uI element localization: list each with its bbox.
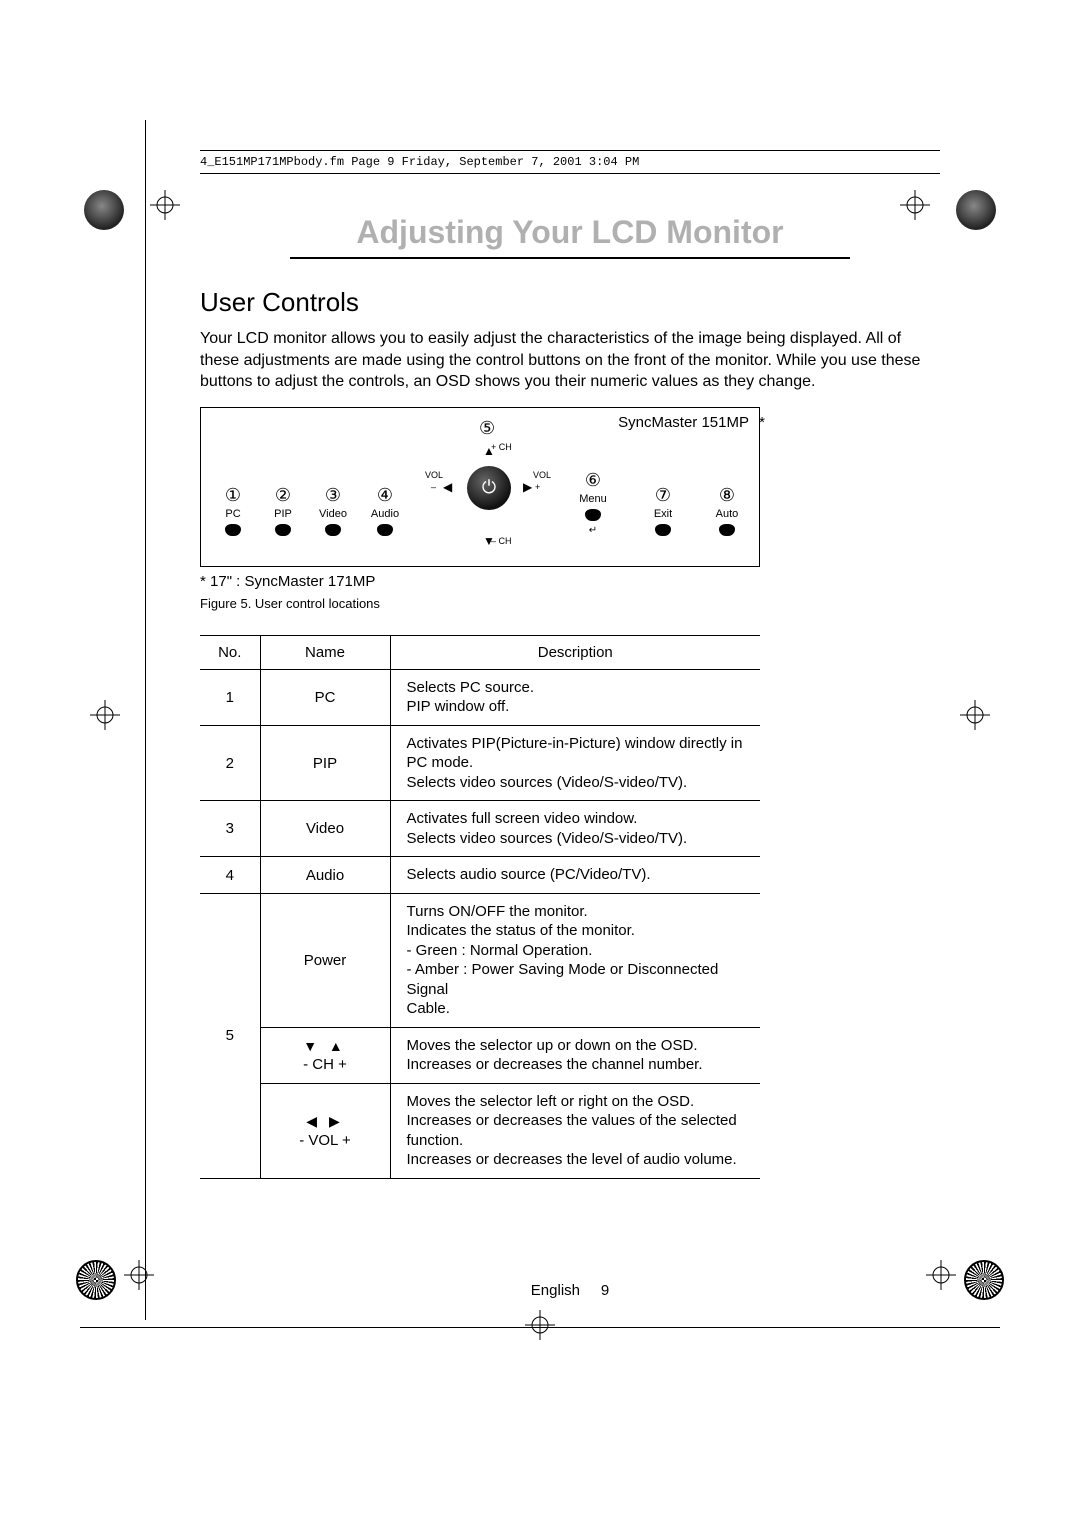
cell-name: PIP bbox=[260, 725, 390, 801]
left-arrow-icon: ◀ bbox=[443, 480, 452, 494]
button-number: ③ bbox=[325, 485, 341, 506]
power-button-icon: ⏻ bbox=[467, 466, 511, 510]
cell-desc: Moves the selector left or right on the … bbox=[390, 1083, 760, 1178]
col-desc: Description bbox=[390, 635, 760, 669]
cell-desc: Activates PIP(Picture-in-Picture) window… bbox=[390, 725, 760, 801]
registration-mark-icon bbox=[90, 700, 120, 730]
table-row: 1PCSelects PC source.PIP window off. bbox=[200, 669, 760, 725]
button-label: Menu bbox=[579, 493, 607, 505]
cell-name: ◀ ▶ - VOL + bbox=[260, 1083, 390, 1178]
button-label: Auto bbox=[716, 508, 739, 520]
panel-button-pip: ② PIP bbox=[259, 485, 307, 536]
cell-desc: Selects PC source.PIP window off. bbox=[390, 669, 760, 725]
corner-ornament bbox=[964, 1260, 1004, 1300]
panel-button-audio: ④ Audio bbox=[361, 485, 409, 536]
vol-plus-sign: + bbox=[535, 482, 540, 492]
cell-desc: Activates full screen video window.Selec… bbox=[390, 801, 760, 857]
vol-minus-sign: – bbox=[431, 482, 436, 492]
controls-table: No. Name Description 1PCSelects PC sourc… bbox=[200, 635, 760, 1179]
button-label: PIP bbox=[274, 508, 292, 520]
table-row: 5PowerTurns ON/OFF the monitor.Indicates… bbox=[200, 893, 760, 1027]
name-sub: - CH + bbox=[303, 1056, 347, 1073]
table-row: 2PIPActivates PIP(Picture-in-Picture) wi… bbox=[200, 725, 760, 801]
cell-name: ▼ ▲ - CH + bbox=[260, 1027, 390, 1083]
col-name: Name bbox=[260, 635, 390, 669]
corner-ornament bbox=[76, 1260, 116, 1300]
model-label: SyncMaster 151MP bbox=[618, 414, 749, 431]
button-number: ① bbox=[225, 485, 241, 506]
cell-no: 4 bbox=[200, 857, 260, 894]
button-number-5: ⑤ bbox=[479, 418, 495, 439]
registration-mark-icon bbox=[960, 700, 990, 730]
cell-name: Audio bbox=[260, 857, 390, 894]
button-number: ⑥ bbox=[585, 470, 601, 491]
power-nav-cluster: ⑤ ▲ + CH ▼ – CH ◀ VOL – ▶ VOL + ⏻ bbox=[429, 418, 549, 558]
cell-desc: Turns ON/OFF the monitor.Indicates the s… bbox=[390, 893, 760, 1027]
button-number: ⑦ bbox=[655, 485, 671, 506]
corner-ornament bbox=[84, 190, 124, 230]
button-icon bbox=[655, 524, 671, 536]
button-icon bbox=[225, 524, 241, 536]
footer-lang: English bbox=[531, 1282, 580, 1299]
cell-name: Power bbox=[260, 893, 390, 1027]
col-no: No. bbox=[200, 635, 260, 669]
button-icon bbox=[325, 524, 341, 536]
ch-minus-label: – CH bbox=[491, 536, 512, 546]
button-icon bbox=[275, 524, 291, 536]
button-icon bbox=[377, 524, 393, 536]
cell-no: 1 bbox=[200, 669, 260, 725]
button-label: Video bbox=[319, 508, 347, 520]
button-label: Audio bbox=[371, 508, 399, 520]
panel-button-pc: ① PC bbox=[209, 485, 257, 536]
panel-button-video: ③ Video bbox=[309, 485, 357, 536]
page-content: 4_E151MP171MPbody.fm Page 9 Friday, Sept… bbox=[200, 150, 940, 1179]
table-row: ◀ ▶ - VOL + Moves the selector left or rig… bbox=[200, 1083, 760, 1178]
control-panel-figure: SyncMaster 151MP * ①PC②PIP③Video④Audio⑥M… bbox=[200, 407, 760, 567]
table-row: 3VideoActivates full screen video window… bbox=[200, 801, 760, 857]
direction-icons: ▼ ▲ bbox=[303, 1038, 347, 1054]
panel-button-exit: ⑦ Exit bbox=[639, 485, 687, 536]
cell-desc: Moves the selector up or down on the OSD… bbox=[390, 1027, 760, 1083]
footer-page: 9 bbox=[601, 1282, 609, 1299]
running-header: 4_E151MP171MPbody.fm Page 9 Friday, Sept… bbox=[200, 150, 940, 174]
name-sub: - VOL + bbox=[299, 1132, 351, 1149]
crop-line bbox=[145, 120, 146, 1320]
button-label: Exit bbox=[654, 508, 672, 520]
button-number: ④ bbox=[377, 485, 393, 506]
crop-line bbox=[80, 1327, 1000, 1328]
cell-no: 2 bbox=[200, 725, 260, 801]
button-number: ② bbox=[275, 485, 291, 506]
registration-mark-icon bbox=[150, 190, 180, 220]
chapter-title: Adjusting Your LCD Monitor bbox=[290, 214, 850, 259]
vol-left-label: VOL bbox=[425, 470, 443, 480]
panel-button-auto: ⑧ Auto bbox=[703, 485, 751, 536]
footnote: * 17" : SyncMaster 171MP bbox=[200, 573, 940, 590]
table-row: ▼ ▲ - CH + Moves the selector up or down o… bbox=[200, 1027, 760, 1083]
button-number: ⑧ bbox=[719, 485, 735, 506]
cell-no: 5 bbox=[200, 893, 260, 1178]
right-arrow-icon: ▶ bbox=[523, 480, 532, 494]
cell-name: Video bbox=[260, 801, 390, 857]
page-footer: English 9 bbox=[200, 1282, 940, 1299]
registration-mark-icon bbox=[525, 1310, 555, 1340]
cell-name: PC bbox=[260, 669, 390, 725]
ch-plus-label: + CH bbox=[491, 442, 512, 452]
corner-ornament bbox=[956, 190, 996, 230]
table-row: 4AudioSelects audio source (PC/Video/TV)… bbox=[200, 857, 760, 894]
panel-button-menu: ⑥ Menu ↵ bbox=[569, 470, 617, 536]
cell-desc: Selects audio source (PC/Video/TV). bbox=[390, 857, 760, 894]
intro-paragraph: Your LCD monitor allows you to easily ad… bbox=[200, 328, 940, 393]
section-title: User Controls bbox=[200, 287, 940, 318]
registration-mark-icon bbox=[124, 1260, 154, 1290]
button-icon bbox=[719, 524, 735, 536]
asterisk: * bbox=[759, 414, 765, 431]
button-icon bbox=[585, 509, 601, 521]
button-label: PC bbox=[225, 508, 240, 520]
cell-no: 3 bbox=[200, 801, 260, 857]
direction-icons: ◀ ▶ bbox=[306, 1113, 343, 1130]
figure-caption: Figure 5. User control locations bbox=[200, 596, 940, 611]
enter-icon: ↵ bbox=[589, 525, 597, 536]
vol-right-label: VOL bbox=[533, 470, 551, 480]
